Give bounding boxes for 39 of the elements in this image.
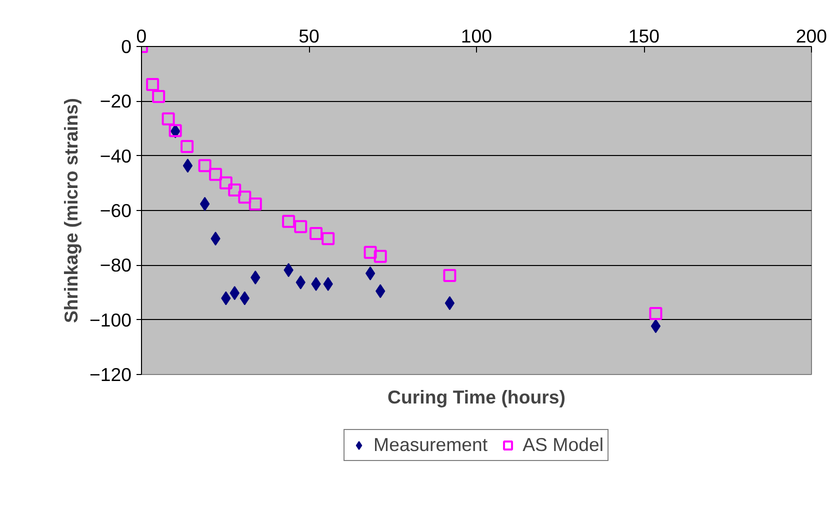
point [228, 184, 242, 196]
point [209, 168, 222, 181]
point [219, 176, 232, 190]
y-tick-label: −60 [100, 200, 132, 221]
point [180, 140, 194, 154]
point [443, 269, 456, 282]
y-tick-label: −20 [100, 90, 132, 112]
point [162, 112, 175, 126]
point [248, 197, 262, 210]
point [146, 78, 160, 91]
point [182, 158, 193, 173]
point [282, 214, 296, 228]
point [238, 190, 252, 204]
point [198, 159, 212, 172]
x-tick-label: 50 [298, 26, 320, 46]
point [152, 90, 166, 104]
x-axis-title: Curing Time (hours) [388, 386, 566, 408]
point [649, 307, 662, 320]
point [240, 291, 250, 306]
x-tick-label: 0 [136, 26, 147, 46]
point [322, 232, 335, 246]
point [310, 226, 323, 240]
y-tick-label: −120 [89, 364, 132, 385]
y-axis-title: Shrinkage (micro strains) [60, 98, 82, 323]
x-tick-label: 150 [628, 26, 660, 46]
point [650, 319, 661, 334]
x-tick-label: 100 [460, 26, 492, 46]
point [200, 196, 210, 211]
point [374, 250, 387, 263]
point [365, 266, 376, 280]
point [294, 220, 308, 234]
y-tick-label: −100 [89, 309, 132, 330]
y-tick-label: −40 [100, 145, 132, 166]
x-tick-label: 200 [796, 26, 828, 46]
legend-label: AS Model [522, 434, 604, 456]
point [364, 246, 377, 259]
point [444, 296, 455, 310]
legend-label: Measurement [374, 434, 488, 456]
y-tick-label: −80 [100, 254, 132, 276]
